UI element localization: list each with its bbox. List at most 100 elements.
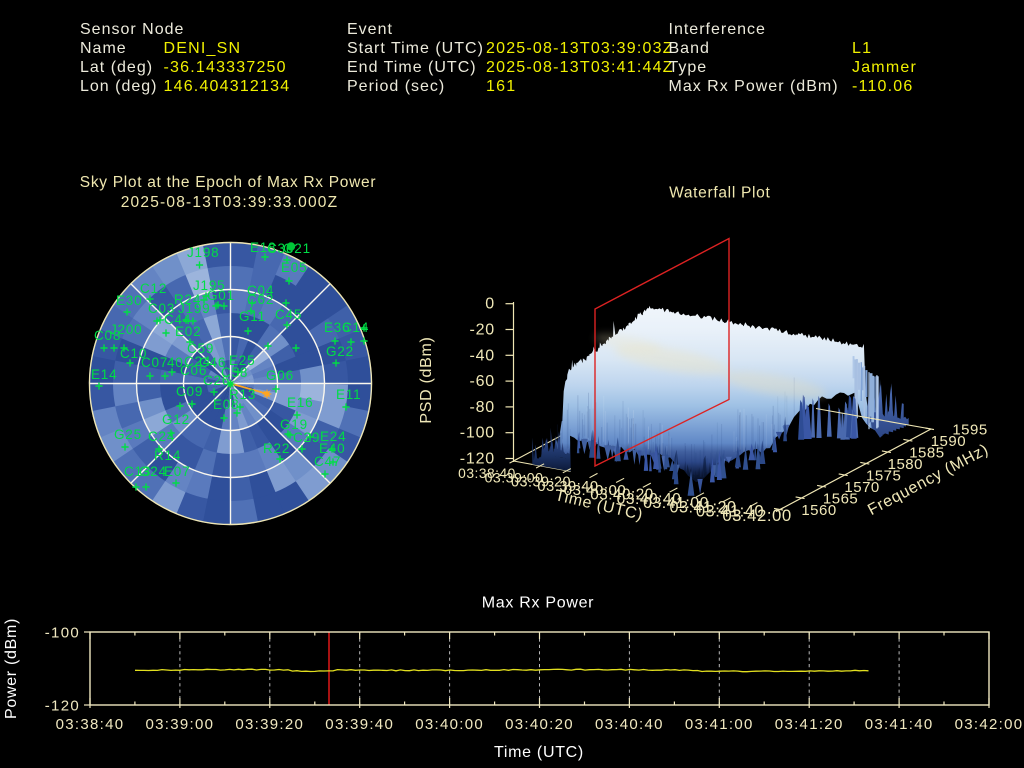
- svg-text:Interference: Interference: [669, 21, 766, 38]
- svg-text:Period (sec): Period (sec): [347, 78, 445, 95]
- svg-text:Waterfall Plot: Waterfall Plot: [669, 185, 770, 202]
- svg-text:2025-08-13T03:41:44Z: 2025-08-13T03:41:44Z: [486, 59, 674, 76]
- svg-text:03:40:20: 03:40:20: [505, 716, 574, 733]
- svg-text:03:41:20: 03:41:20: [669, 498, 736, 516]
- svg-text:C09: C09: [176, 384, 203, 399]
- svg-text:03:41:40: 03:41:40: [865, 716, 934, 733]
- svg-text:C58: C58: [221, 365, 248, 380]
- svg-text:G12: G12: [162, 412, 190, 427]
- svg-text:Sky Plot at the Epoch of Max R: Sky Plot at the Epoch of Max Rx Power: [80, 174, 376, 191]
- svg-text:Max Rx Power: Max Rx Power: [482, 595, 594, 612]
- svg-text:03:38:40: 03:38:40: [458, 466, 516, 481]
- svg-text:03:39:20: 03:39:20: [511, 475, 571, 491]
- svg-text:Type: Type: [669, 59, 708, 76]
- svg-text:J198: J198: [187, 245, 219, 260]
- svg-text:C47: C47: [314, 454, 341, 469]
- svg-text:1580: 1580: [888, 456, 923, 473]
- svg-text:Lon (deg): Lon (deg): [80, 78, 158, 95]
- svg-text:-20: -20: [469, 322, 495, 339]
- svg-text:-100: -100: [460, 425, 495, 442]
- svg-text:Event: Event: [347, 21, 393, 38]
- svg-text:1585: 1585: [909, 445, 944, 462]
- svg-text:1590: 1590: [931, 433, 966, 450]
- svg-text:PSD (dBm): PSD (dBm): [418, 336, 435, 423]
- svg-text:-120: -120: [460, 451, 495, 468]
- svg-text:161: 161: [486, 78, 516, 95]
- svg-text:J200: J200: [110, 322, 142, 337]
- svg-text:03:39:40: 03:39:40: [325, 716, 394, 733]
- svg-text:03:38:40: 03:38:40: [56, 716, 125, 733]
- svg-text:-36.143337250: -36.143337250: [164, 59, 287, 76]
- svg-text:E14: E14: [91, 367, 117, 382]
- svg-text:E11: E11: [336, 387, 361, 402]
- svg-text:C26: C26: [203, 373, 230, 388]
- svg-text:R24: R24: [174, 292, 201, 307]
- svg-text:C46: C46: [199, 355, 226, 370]
- svg-text:C44: C44: [164, 312, 191, 327]
- svg-text:L1: L1: [852, 40, 872, 57]
- svg-text:-120: -120: [45, 698, 80, 715]
- svg-text:G25: G25: [114, 427, 142, 442]
- svg-text:R14: R14: [154, 448, 181, 463]
- svg-text:Jammer: Jammer: [852, 59, 917, 76]
- svg-text:E18: E18: [250, 240, 276, 255]
- svg-text:E36: E36: [324, 320, 350, 335]
- svg-text:C04: C04: [247, 283, 274, 298]
- svg-text:Sensor Node: Sensor Node: [80, 21, 184, 38]
- svg-text:C59: C59: [187, 341, 214, 356]
- svg-text:C14: C14: [342, 320, 369, 335]
- svg-text:J199: J199: [178, 301, 210, 316]
- svg-text:03:39:00: 03:39:00: [146, 716, 215, 733]
- svg-text:E16: E16: [287, 395, 313, 410]
- svg-text:G22: G22: [326, 344, 354, 359]
- svg-text:C29: C29: [293, 430, 320, 445]
- svg-text:03:39:20: 03:39:20: [235, 716, 304, 733]
- svg-text:-110.06: -110.06: [852, 78, 913, 95]
- svg-text:03:40:40: 03:40:40: [595, 716, 664, 733]
- svg-text:R22: R22: [263, 441, 290, 456]
- svg-text:C36: C36: [267, 241, 294, 256]
- svg-text:R13: R13: [229, 387, 256, 402]
- svg-text:C13: C13: [124, 464, 151, 479]
- svg-text:C10: C10: [120, 346, 147, 361]
- svg-text:C62: C62: [247, 292, 274, 307]
- svg-text:03:39:40: 03:39:40: [537, 479, 598, 495]
- svg-text:C45: C45: [275, 307, 302, 322]
- svg-text:03:40:00: 03:40:00: [564, 482, 626, 499]
- svg-text:Band: Band: [669, 40, 710, 57]
- svg-text:-100: -100: [45, 625, 80, 642]
- svg-text:1595: 1595: [952, 422, 987, 439]
- svg-text:-60: -60: [469, 373, 495, 390]
- svg-text:E02: E02: [175, 324, 201, 339]
- svg-text:G24: G24: [139, 464, 167, 479]
- svg-text:03:41:20: 03:41:20: [775, 716, 844, 733]
- svg-text:E08: E08: [213, 397, 239, 412]
- svg-text:C06: C06: [180, 363, 207, 378]
- svg-text:03:41:00: 03:41:00: [643, 495, 709, 512]
- svg-text:G19: G19: [280, 417, 308, 432]
- svg-text:G01: G01: [207, 288, 235, 303]
- svg-text:E07: E07: [164, 464, 190, 479]
- svg-text:End Time (UTC): End Time (UTC): [347, 59, 477, 76]
- svg-text:G06: G06: [266, 368, 294, 383]
- svg-text:03:42:00: 03:42:00: [955, 716, 1024, 733]
- svg-text:C07: C07: [141, 355, 168, 370]
- svg-text:E30: E30: [116, 293, 142, 308]
- svg-text:C03: C03: [148, 301, 175, 316]
- svg-text:03:40:40: 03:40:40: [617, 491, 682, 508]
- svg-text:Name: Name: [80, 40, 127, 57]
- svg-text:40: 40: [167, 355, 184, 370]
- svg-text:E25: E25: [229, 353, 255, 368]
- svg-text:0: 0: [485, 296, 495, 313]
- svg-text:DENI_SN: DENI_SN: [164, 40, 242, 57]
- svg-text:146.404312134: 146.404312134: [164, 78, 291, 95]
- svg-text:C24: C24: [184, 354, 211, 369]
- svg-text:1575: 1575: [866, 468, 901, 485]
- svg-text:-40: -40: [469, 347, 495, 364]
- svg-text:G11: G11: [239, 309, 266, 324]
- svg-text:Time (UTC): Time (UTC): [494, 744, 584, 761]
- svg-text:E24: E24: [320, 429, 346, 444]
- svg-text:1560: 1560: [801, 502, 836, 519]
- svg-text:E05: E05: [281, 260, 307, 275]
- svg-text:-80: -80: [469, 399, 495, 416]
